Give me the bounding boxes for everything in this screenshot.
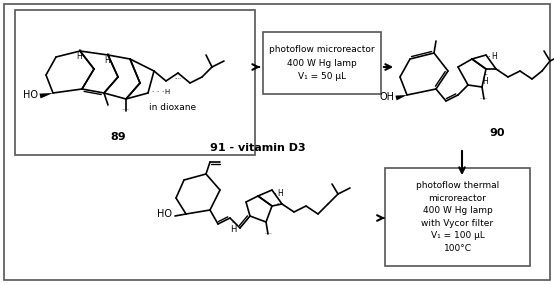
Text: $\rm \ddot{H}$: $\rm \ddot{H}$ <box>104 52 110 66</box>
Text: ....: .... <box>479 95 487 100</box>
Text: $\rm \cdot\cdot\cdot H$: $\rm \cdot\cdot\cdot H$ <box>150 87 171 95</box>
Text: $\rm \ddot{H}$: $\rm \ddot{H}$ <box>482 73 489 87</box>
Bar <box>385 168 530 266</box>
Text: in dioxane: in dioxane <box>150 103 197 112</box>
Text: ....: .... <box>492 66 500 71</box>
Text: $\rm \ddot{H}$: $\rm \ddot{H}$ <box>75 48 83 62</box>
Text: OH: OH <box>379 92 394 102</box>
Text: 89: 89 <box>110 132 126 142</box>
Text: ....: .... <box>276 200 284 205</box>
Text: $\rm \cdot H$: $\rm \cdot H$ <box>272 187 284 197</box>
Text: $\rm \cdot H$: $\rm \cdot H$ <box>486 49 499 60</box>
Polygon shape <box>39 93 53 99</box>
Text: ....: .... <box>264 230 272 235</box>
Polygon shape <box>396 95 407 101</box>
Text: ....: .... <box>175 75 182 80</box>
Bar <box>15 10 255 155</box>
Text: HO: HO <box>23 90 38 100</box>
Bar <box>263 32 381 94</box>
Text: 90: 90 <box>489 128 505 138</box>
Text: HO: HO <box>157 209 172 219</box>
Text: photoflow thermal
microreactor
400 W Hg lamp
with Vycor filter
V₁ = 100 μL
100°C: photoflow thermal microreactor 400 W Hg … <box>416 181 499 253</box>
Text: ....: .... <box>121 106 129 111</box>
Text: photoflow microreactor
400 W Hg lamp
V₁ = 50 μL: photoflow microreactor 400 W Hg lamp V₁ … <box>269 45 375 81</box>
Text: $\rm \ddot{H}$: $\rm \ddot{H}$ <box>230 221 238 235</box>
Text: 91 - vitamin D3: 91 - vitamin D3 <box>210 143 306 153</box>
